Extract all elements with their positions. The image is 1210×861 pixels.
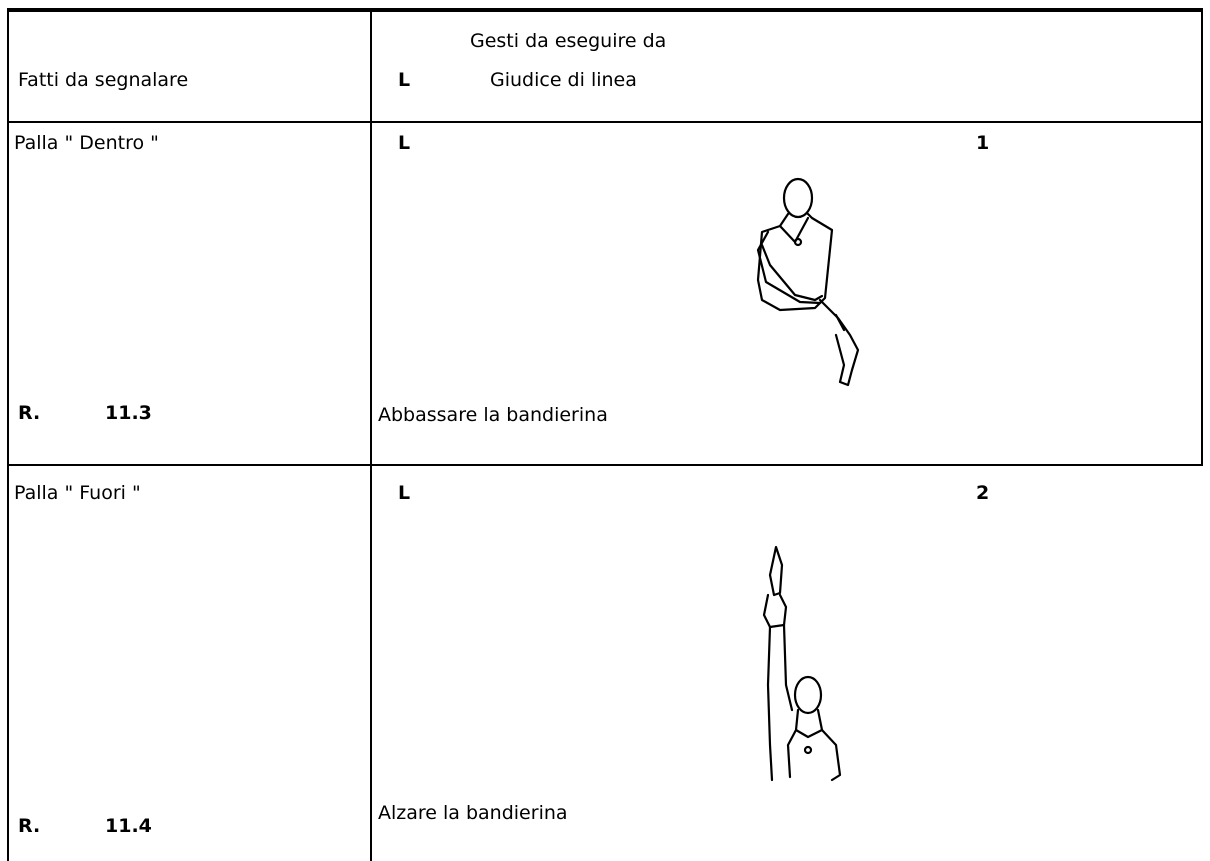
code: L [398, 482, 411, 504]
rule-prefix: R. [18, 815, 41, 837]
description: Alzare la bandierina [378, 802, 568, 824]
gesture-number: 1 [976, 132, 990, 154]
header-facts: Fatti da segnalare [18, 69, 189, 91]
rule-prefix: R. [18, 402, 41, 424]
gesture-illustration [756, 177, 860, 387]
header-gestures: Gesti da eseguire da [470, 30, 667, 52]
fact: Palla " Dentro " [14, 132, 159, 154]
row-divider [7, 121, 1203, 123]
fact: Palla " Fuori " [14, 482, 141, 504]
right-border [1201, 8, 1203, 466]
row-divider [7, 464, 1203, 466]
left-border [7, 8, 9, 861]
gesture-illustration [762, 545, 842, 782]
header-code: L [398, 69, 411, 91]
rule: 11.4 [105, 815, 152, 837]
rule: 11.3 [105, 402, 152, 424]
column-divider [370, 8, 372, 861]
gesture-number: 2 [976, 482, 990, 504]
code: L [398, 132, 411, 154]
header-gestures: Giudice di linea [490, 69, 637, 91]
top-border [7, 8, 1203, 12]
description: Abbassare la bandierina [378, 404, 608, 426]
